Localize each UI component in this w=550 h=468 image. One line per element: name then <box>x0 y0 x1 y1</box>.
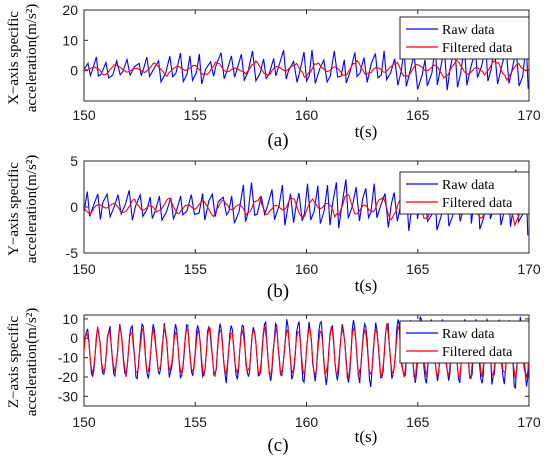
y-tick-label: 0 <box>70 199 78 215</box>
x-tick-label: 160 <box>295 107 319 123</box>
panel-label: (b) <box>267 281 289 302</box>
legend-box <box>399 171 530 215</box>
x-tick-label: 150 <box>72 261 96 277</box>
y-axis-label-line2: acceleration(m/s²) <box>24 308 40 417</box>
y-tick-label: 10 <box>62 32 78 48</box>
panel-label: (a) <box>267 130 288 151</box>
y-axis-label: X−axis specific acceleration(m/s²) <box>6 4 40 113</box>
y-axis-label-line1: Z−axis specific <box>6 316 22 409</box>
x-tick-label: 155 <box>184 261 208 277</box>
x-tick-label: 170 <box>517 107 541 123</box>
y-tick-label: -10 <box>58 350 78 366</box>
y-tick-label: 0 <box>70 330 78 346</box>
x-tick-label: 160 <box>295 414 319 430</box>
x-tick-label: 155 <box>184 414 208 430</box>
x-tick-label: 165 <box>406 414 430 430</box>
series-line-filtered <box>84 59 529 82</box>
y-tick-label: 0 <box>70 63 78 79</box>
legend-label: Raw data <box>442 327 495 342</box>
y-axis-label-line2: acceleration(m/s²) <box>24 4 40 113</box>
chart-panel-3: 150 155 160 165 170 10 0 -10 -20 -30 Raw data Filte… <box>6 308 541 456</box>
legend-box <box>399 320 530 364</box>
x-tick-label: 165 <box>406 107 430 123</box>
x-axis-label: t(s) <box>355 427 378 446</box>
y-tick-label: -5 <box>66 245 79 261</box>
legend-label: Raw data <box>442 178 495 193</box>
chart-panel-2: 150 155 160 165 170 -5 0 5 Raw data Filtered data… <box>6 153 541 302</box>
x-tick-label: 150 <box>72 414 96 430</box>
x-tick-label: 170 <box>517 261 541 277</box>
y-axis-label-line1: X−axis specific <box>6 11 22 105</box>
y-tick-label: 5 <box>70 153 78 169</box>
y-axis-label-line2: acceleration(m/s²) <box>24 155 40 264</box>
y-tick-label: 20 <box>62 2 78 18</box>
y-axis-label: Z−axis specific acceleration(m/s²) <box>6 308 40 417</box>
y-tick-label: -20 <box>58 369 78 385</box>
x-tick-label: 160 <box>295 261 319 277</box>
y-tick-label: 10 <box>62 311 78 327</box>
x-tick-label: 150 <box>72 107 96 123</box>
legend-label: Raw data <box>442 23 495 38</box>
x-tick-label: 155 <box>184 107 208 123</box>
panel-label: (c) <box>267 435 288 456</box>
legend-label: Filtered data <box>442 345 513 360</box>
x-axis-label: t(s) <box>355 122 378 141</box>
y-axis-label-line1: Y−axis specific <box>6 162 22 256</box>
legend-box <box>399 16 530 60</box>
y-tick-label: -30 <box>58 388 78 404</box>
chart-panel-1: 150 155 160 165 170 0 10 20 Raw data Filtered dat… <box>6 2 541 151</box>
y-axis-label: Y−axis specific acceleration(m/s²) <box>6 155 40 264</box>
x-tick-label: 165 <box>406 261 430 277</box>
x-axis-label: t(s) <box>355 276 378 295</box>
x-tick-label: 170 <box>517 414 541 430</box>
legend-label: Filtered data <box>442 196 513 211</box>
legend-label: Filtered data <box>442 41 513 56</box>
